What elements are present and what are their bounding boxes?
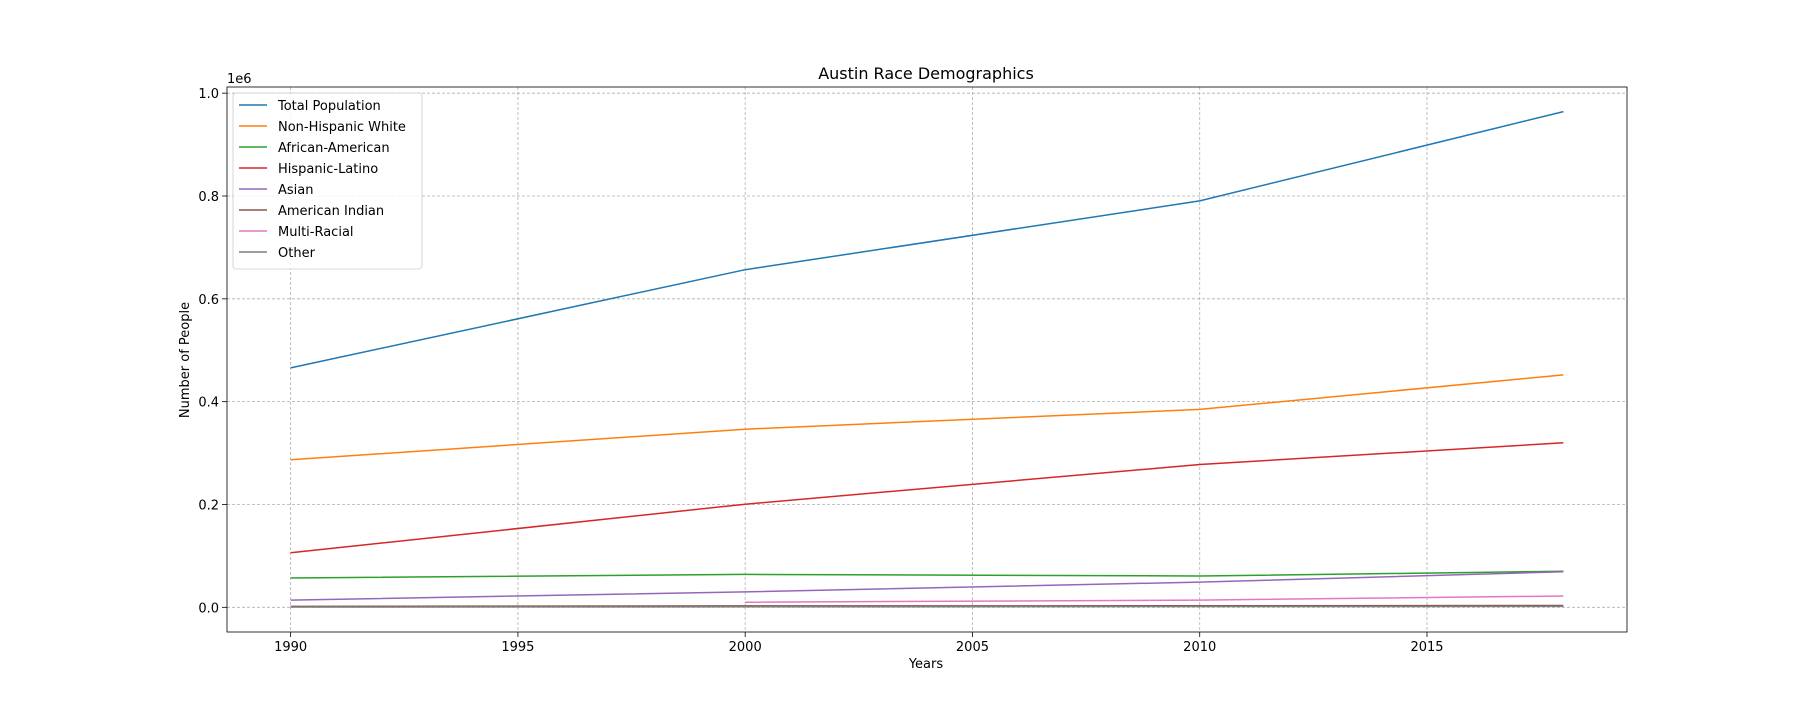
x-axis-label: Years [908,657,944,672]
y-offset-label: 1e6 [227,72,252,87]
x-tick-label: 1990 [274,640,307,655]
x-tick-label: 1995 [501,640,534,655]
y-axis-label: Number of People [178,302,193,418]
series-line-multi-racial [745,595,1564,603]
series-line-asian [290,571,1564,601]
x-tick-label: 2000 [729,640,762,655]
grid [227,87,1627,632]
x-tick-label: 2005 [956,640,989,655]
legend-label: Asian [278,183,313,198]
legend-label: Hispanic-Latino [278,162,378,177]
series-line-total-population [290,110,1564,369]
y-tick-label: 1.0 [198,87,219,102]
legend-label: Non-Hispanic White [278,120,406,135]
legend-label: Total Population [277,99,381,114]
x-tick-label: 2010 [1183,640,1216,655]
legend-box [232,92,423,270]
y-tick-label: 0.6 [198,293,219,308]
y-tick-label: 0.4 [198,396,219,411]
series-line-non-hispanic-white [290,374,1564,461]
plot-area-frame [226,86,1628,633]
legend-label: African-American [278,141,390,156]
legend-label: American Indian [278,204,384,219]
series-line-hispanic-latino [290,442,1564,554]
series-lines [290,110,1564,608]
y-tick-label: 0.2 [198,498,219,513]
series-line-african-american [290,570,1564,579]
legend: Total Population Non-Hispanic White Africa… [232,92,423,270]
legend-label: Other [278,246,316,261]
legend-label: Multi-Racial [278,225,354,240]
y-tick-label: 0.0 [198,601,219,616]
x-tick-label: 2015 [1410,640,1443,655]
y-tick-label: 0.8 [198,190,219,205]
chart-title: Austin Race Demographics [818,64,1034,83]
series-line-other [290,605,1564,608]
axis-ticks: 1990 1995 2000 2005 2010 2015 0.0 0.2 0.4 0.6 0.8 1… [198,87,1443,655]
